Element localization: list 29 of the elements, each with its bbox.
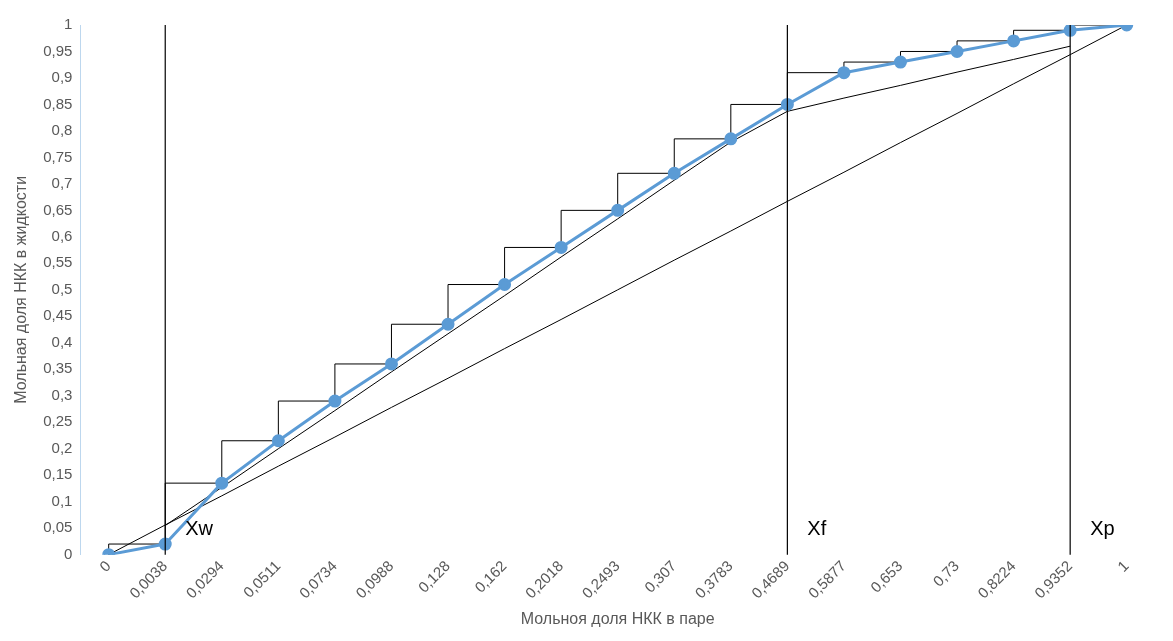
x-tick-label: 1 [1113, 557, 1132, 575]
x-tick-label: 0 [95, 557, 114, 575]
y-tick-label: 0,75 [43, 147, 73, 165]
y-tick-label: 0,15 [43, 465, 73, 483]
y-tick-label: 1 [64, 15, 73, 33]
y-axis-title: Мольная доля НКК в жидкости [12, 175, 30, 404]
y-tick-label: 0,1 [51, 491, 73, 509]
y-tick-label: 0,8 [51, 121, 73, 139]
y-tick-label: 0 [64, 544, 73, 562]
y-tick-label: 0,6 [51, 226, 73, 244]
y-tick-label: 0,9 [51, 68, 73, 86]
y-tick-label: 0,55 [43, 253, 73, 271]
y-tick-label: 0,7 [51, 174, 73, 192]
y-tick-label: 0,3 [51, 385, 73, 403]
y-tick-label: 0,2 [51, 438, 73, 456]
y-tick-label: 0,35 [43, 359, 73, 377]
y-tick-label: 0,4 [51, 332, 73, 350]
y-tick-label: 0,25 [43, 412, 73, 430]
y-tick-label: 0,05 [43, 518, 73, 536]
x-axis-title: Мольноя доля НКК в паре [520, 609, 715, 627]
ref-line-label: Xw [185, 517, 214, 540]
y-tick-label: 0,65 [43, 200, 73, 218]
y-tick-label: 0,45 [43, 306, 73, 324]
ref-line-label: Xf [807, 517, 827, 540]
y-tick-label: 0,95 [43, 41, 73, 59]
y-tick-label: 0,5 [51, 279, 73, 297]
x-tick-label: 0,73 [929, 557, 963, 590]
y-tick-label: 0,85 [43, 94, 73, 112]
ref-line-label: Xp [1090, 517, 1115, 540]
